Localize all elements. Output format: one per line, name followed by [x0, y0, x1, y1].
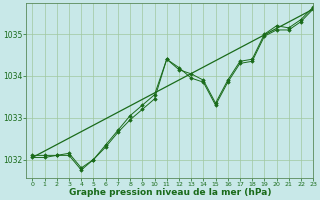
X-axis label: Graphe pression niveau de la mer (hPa): Graphe pression niveau de la mer (hPa): [68, 188, 271, 197]
